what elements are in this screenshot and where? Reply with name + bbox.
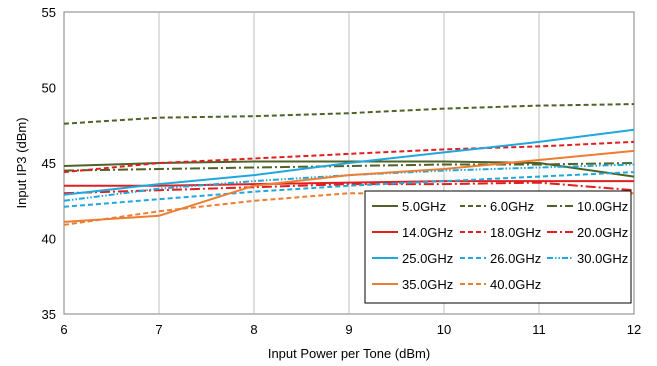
legend-entry: 35.0GHz xyxy=(402,277,453,292)
legend-entry: 6.0GHz xyxy=(490,199,534,214)
x-tick-label: 6 xyxy=(60,322,67,337)
series-line-6-0ghz xyxy=(63,103,635,125)
y-tick-label: 50 xyxy=(42,81,56,96)
legend-entry: 5.0GHz xyxy=(402,199,446,214)
x-tick-label: 12 xyxy=(627,322,641,337)
series-line-26-0ghz xyxy=(63,171,635,208)
series-line-18-0ghz xyxy=(63,140,635,174)
legend-entry: 14.0GHz xyxy=(402,225,453,240)
legend-box xyxy=(364,190,632,304)
tick-labels: 6 7 8 9 10 11 12 35 40 45 50 55 xyxy=(42,5,642,337)
series-line-25-0ghz xyxy=(63,128,635,196)
legend-entry: 30.0GHz xyxy=(577,251,628,266)
legend-entry: 26.0GHz xyxy=(490,251,541,266)
y-tick-label: 40 xyxy=(42,232,56,247)
x-tick-label: 10 xyxy=(437,322,451,337)
x-tick-label: 9 xyxy=(345,322,352,337)
y-tick-label: 45 xyxy=(42,156,56,171)
y-tick-label: 55 xyxy=(42,5,56,20)
legend: 5.0GHz 6.0GHz 10.0GHz 14.0GHz 18.0GHz 20.0GHz… xyxy=(364,190,632,304)
series-line-35-0ghz xyxy=(63,149,635,223)
legend-entry: 18.0GHz xyxy=(490,225,541,240)
x-tick-label: 8 xyxy=(250,322,257,337)
series-line-14-0ghz xyxy=(64,180,634,187)
y-tick-label: 35 xyxy=(42,307,56,322)
legend-entry: 20.0GHz xyxy=(577,225,628,240)
y-axis-title: Input IP3 (dBm) xyxy=(14,117,29,208)
legend-entry: 25.0GHz xyxy=(402,251,453,266)
legend-entry: 10.0GHz xyxy=(577,199,628,214)
x-axis-title: Input Power per Tone (dBm) xyxy=(268,346,430,361)
series-line-5-0ghz xyxy=(63,160,635,178)
series-line-20-0ghz xyxy=(63,181,635,195)
x-tick-label: 7 xyxy=(155,322,162,337)
series-line-10-0ghz xyxy=(63,162,635,172)
x-tick-label: 11 xyxy=(532,322,546,337)
legend-entry: 40.0GHz xyxy=(490,277,541,292)
